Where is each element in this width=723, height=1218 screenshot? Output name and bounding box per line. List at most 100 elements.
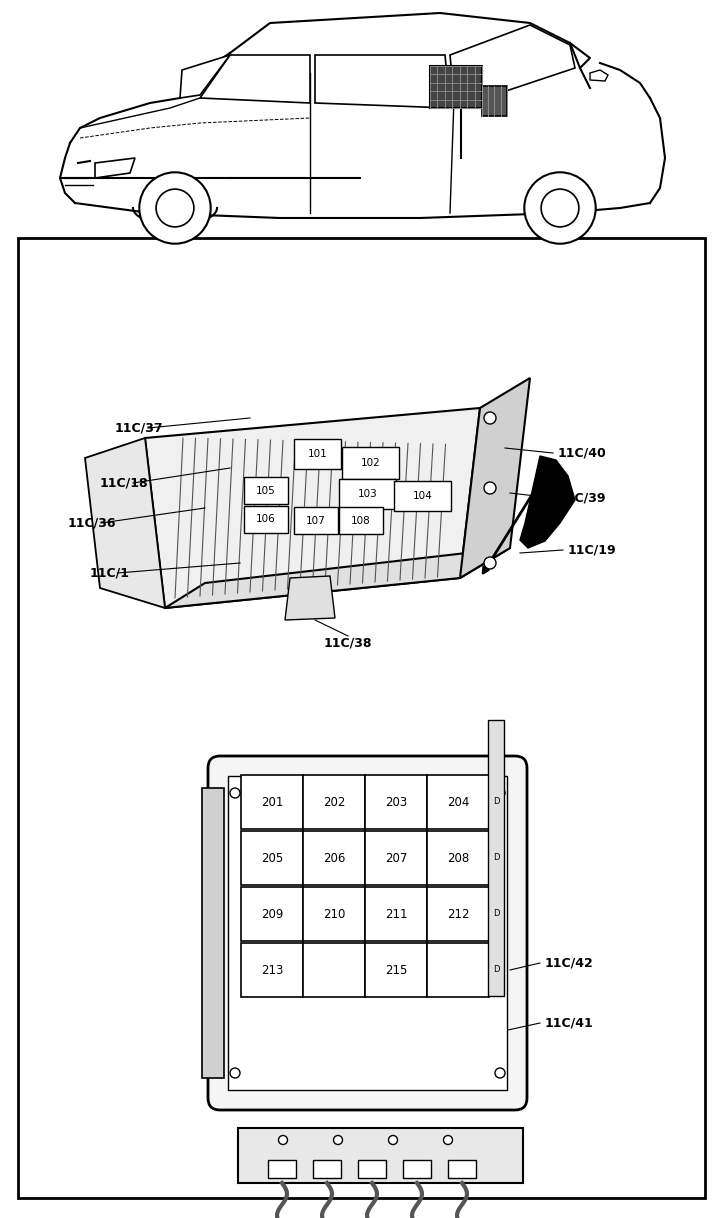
Text: 103: 103 [358, 488, 377, 499]
FancyBboxPatch shape [238, 1128, 523, 1183]
Circle shape [140, 172, 210, 244]
Text: 105: 105 [256, 486, 276, 496]
Text: 108: 108 [351, 515, 371, 525]
FancyBboxPatch shape [448, 1160, 476, 1178]
Text: D: D [493, 854, 500, 862]
Polygon shape [95, 158, 135, 178]
FancyBboxPatch shape [365, 831, 427, 885]
FancyBboxPatch shape [427, 887, 489, 942]
Polygon shape [590, 69, 608, 82]
FancyBboxPatch shape [202, 788, 224, 1078]
Text: 207: 207 [385, 851, 407, 865]
Polygon shape [145, 408, 480, 608]
Text: 11C/38: 11C/38 [324, 637, 372, 649]
FancyBboxPatch shape [358, 1160, 386, 1178]
Text: D: D [493, 966, 500, 974]
FancyBboxPatch shape [241, 943, 303, 998]
Polygon shape [200, 55, 310, 104]
Text: 11C/39: 11C/39 [558, 492, 607, 504]
FancyBboxPatch shape [18, 238, 705, 1199]
Text: 204: 204 [447, 795, 469, 809]
Polygon shape [450, 26, 575, 108]
FancyBboxPatch shape [208, 756, 527, 1110]
FancyBboxPatch shape [241, 775, 303, 829]
Circle shape [524, 172, 596, 244]
Circle shape [541, 189, 579, 227]
FancyBboxPatch shape [303, 943, 365, 998]
Text: 210: 210 [322, 907, 345, 921]
Circle shape [484, 412, 496, 424]
Polygon shape [85, 438, 165, 608]
Text: 213: 213 [261, 963, 283, 977]
Polygon shape [315, 55, 450, 108]
Polygon shape [460, 378, 530, 579]
FancyBboxPatch shape [427, 775, 489, 829]
Text: D: D [493, 910, 500, 918]
Circle shape [278, 1135, 288, 1145]
Circle shape [484, 482, 496, 495]
Text: 11C/37: 11C/37 [115, 421, 163, 435]
FancyBboxPatch shape [482, 86, 507, 116]
FancyBboxPatch shape [241, 831, 303, 885]
Circle shape [495, 1068, 505, 1078]
Circle shape [230, 1068, 240, 1078]
Circle shape [156, 189, 194, 227]
FancyBboxPatch shape [294, 438, 341, 469]
Text: 215: 215 [385, 963, 407, 977]
Text: 209: 209 [261, 907, 283, 921]
Text: 203: 203 [385, 795, 407, 809]
Text: 212: 212 [447, 907, 469, 921]
FancyBboxPatch shape [403, 1160, 431, 1178]
FancyBboxPatch shape [303, 831, 365, 885]
FancyBboxPatch shape [427, 831, 489, 885]
Text: 11C/19: 11C/19 [568, 543, 617, 557]
FancyBboxPatch shape [342, 447, 399, 479]
Circle shape [230, 788, 240, 798]
FancyBboxPatch shape [244, 477, 288, 504]
Text: 11C/36: 11C/36 [68, 516, 116, 530]
Polygon shape [180, 55, 230, 97]
Text: 102: 102 [361, 458, 380, 468]
FancyBboxPatch shape [339, 507, 383, 533]
FancyBboxPatch shape [365, 943, 427, 998]
Text: 208: 208 [447, 851, 469, 865]
FancyBboxPatch shape [294, 507, 338, 533]
FancyBboxPatch shape [303, 775, 365, 829]
FancyBboxPatch shape [394, 481, 451, 512]
FancyBboxPatch shape [488, 720, 504, 996]
FancyBboxPatch shape [430, 66, 482, 108]
FancyBboxPatch shape [313, 1160, 341, 1178]
FancyBboxPatch shape [244, 505, 288, 533]
Text: 11C/1: 11C/1 [90, 566, 130, 580]
Text: 201: 201 [261, 795, 283, 809]
FancyBboxPatch shape [228, 776, 507, 1090]
Text: 206: 206 [322, 851, 345, 865]
FancyBboxPatch shape [339, 479, 396, 509]
Text: 11C/18: 11C/18 [100, 476, 149, 490]
FancyBboxPatch shape [365, 775, 427, 829]
FancyBboxPatch shape [365, 887, 427, 942]
Text: 106: 106 [256, 514, 276, 525]
Polygon shape [520, 456, 575, 548]
FancyBboxPatch shape [241, 887, 303, 942]
Polygon shape [285, 576, 335, 620]
Text: 11C/42: 11C/42 [545, 956, 594, 970]
FancyBboxPatch shape [268, 1160, 296, 1178]
FancyBboxPatch shape [427, 943, 489, 998]
Circle shape [443, 1135, 453, 1145]
Text: 202: 202 [322, 795, 345, 809]
Text: 11C/41: 11C/41 [545, 1017, 594, 1029]
Circle shape [495, 788, 505, 798]
Text: 211: 211 [385, 907, 407, 921]
Circle shape [388, 1135, 398, 1145]
Text: 104: 104 [413, 491, 432, 501]
Circle shape [484, 557, 496, 569]
Text: D: D [493, 798, 500, 806]
Text: 11C/40: 11C/40 [558, 447, 607, 459]
Text: 101: 101 [307, 449, 328, 459]
Circle shape [333, 1135, 343, 1145]
Text: 107: 107 [306, 515, 326, 525]
Polygon shape [165, 548, 510, 608]
Text: 205: 205 [261, 851, 283, 865]
FancyBboxPatch shape [303, 887, 365, 942]
